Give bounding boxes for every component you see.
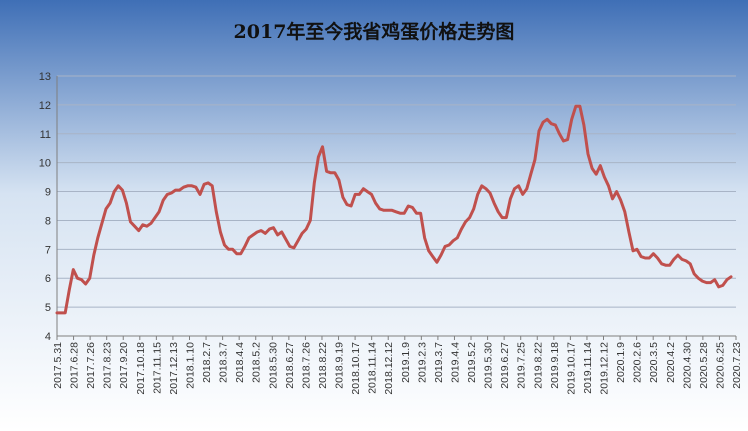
x-tick-label: 2019.1.9 <box>400 342 412 383</box>
chart-title: 2017年至今我省鸡蛋价格走势图 <box>234 20 515 43</box>
x-tick-label: 2017.6.28 <box>69 342 81 389</box>
x-tick-label: 2019.5.2 <box>466 342 478 383</box>
x-tick-label: 2018.12.12 <box>383 342 395 395</box>
x-tick-label: 2018.6.27 <box>284 342 296 389</box>
x-tick-label: 2020.4.2 <box>665 342 677 383</box>
y-tick-label: 11 <box>40 129 51 141</box>
x-tick-label: 2020.5.28 <box>698 342 710 389</box>
x-tick-label: 2019.3.7 <box>433 342 445 383</box>
x-tick-label: 2018.10.17 <box>350 342 362 395</box>
x-tick-label: 2018.3.7 <box>218 342 230 383</box>
x-axis-tick-labels: 2017.5.31 2017.6.28 2017.7.26 2017.8.23 2017… <box>52 342 743 395</box>
y-tick-label: 4 <box>45 331 51 343</box>
x-tick-label: 2018.9.19 <box>334 342 346 389</box>
x-tick-label: 2018.1.10 <box>184 342 196 389</box>
x-tick-label: 2017.8.23 <box>102 342 114 389</box>
x-tick-label: 2019.4.4 <box>449 342 461 383</box>
x-tick-label: 2018.2.7 <box>201 342 213 383</box>
y-tick-label: 9 <box>45 187 51 199</box>
x-tick-label: 2018.5.2 <box>251 342 263 383</box>
x-tick-label: 2018.5.30 <box>267 342 279 389</box>
x-tick-label: 2019.11.14 <box>582 342 594 394</box>
x-tick-label: 2019.8.22 <box>532 342 544 389</box>
y-tick-label: 6 <box>45 273 51 285</box>
x-tick-label: 2017.7.26 <box>85 342 97 389</box>
grid-lines <box>57 75 736 308</box>
x-tick-label: 2018.7.26 <box>300 342 312 389</box>
y-axis-tick-labels: 4 5 6 7 8 9 10 11 12 13 <box>39 71 51 343</box>
x-tick-label: 2020.3.5 <box>648 342 660 383</box>
x-tick-label: 2019.5.30 <box>483 342 495 389</box>
x-tick-label: 2019.6.27 <box>499 342 511 389</box>
x-tick-label: 2017.9.20 <box>118 342 130 389</box>
x-tick-label: 2017.11.15 <box>151 342 163 394</box>
y-tick-label: 13 <box>39 71 51 83</box>
y-tick-label: 5 <box>45 302 51 314</box>
series-line <box>55 104 733 315</box>
y-tick-label: 12 <box>39 100 51 112</box>
x-tick-label: 2019.12.12 <box>599 342 611 395</box>
x-tick-label: 2019.7.25 <box>516 342 528 389</box>
x-tick-label: 2019.9.18 <box>549 342 561 389</box>
x-tick-label: 2020.2.6 <box>632 342 644 383</box>
axes <box>56 76 737 340</box>
x-tick-label: 2020.6.25 <box>714 342 726 389</box>
x-tick-label: 2019.2.3 <box>416 342 428 383</box>
x-tick-label: 2019.10.17 <box>565 342 577 395</box>
x-tick-label: 2018.11.14 <box>367 342 379 394</box>
y-tick-label: 8 <box>45 215 51 227</box>
x-tick-label: 2017.12.13 <box>168 342 180 395</box>
x-tick-label: 2020.7.23 <box>731 342 743 389</box>
y-tick-label: 7 <box>45 244 51 256</box>
x-tick-label: 2020.4.30 <box>681 342 693 389</box>
x-tick-label: 2018.4.4 <box>234 342 246 383</box>
price-series <box>55 104 733 315</box>
x-tick-label: 2017.5.31 <box>52 342 64 389</box>
x-tick-label: 2018.8.22 <box>317 342 329 389</box>
x-tick-label: 2020.1.9 <box>615 342 627 383</box>
x-tick-label: 2017.10.18 <box>135 342 147 395</box>
y-tick-label: 10 <box>39 158 51 170</box>
